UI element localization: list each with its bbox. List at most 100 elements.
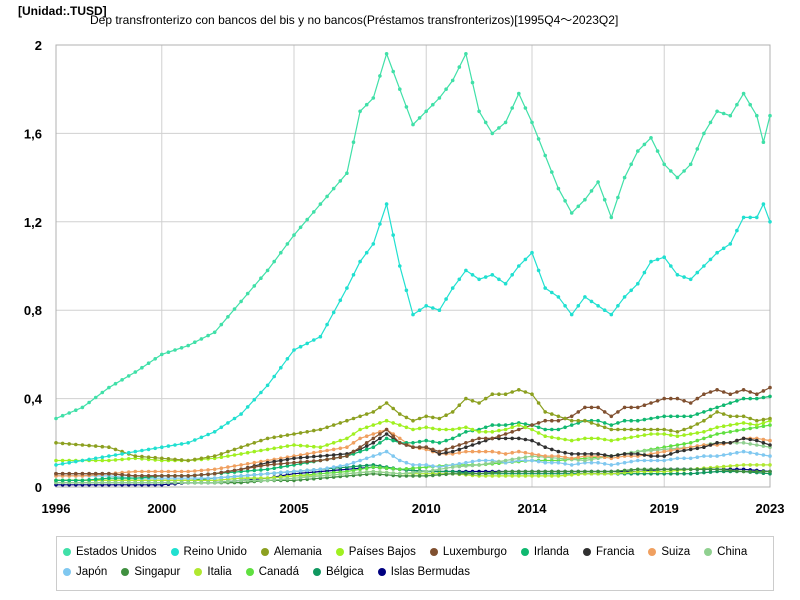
data-point-luxemburgo [331,456,336,461]
data-point-luxemburgo [126,473,131,478]
data-point-irlanda [768,394,772,399]
data-point-alemania [384,401,389,405]
data-point-alemania [437,416,442,421]
data-point-francia [384,432,389,436]
data-point-japon [239,474,243,478]
data-point-singapur [464,471,468,476]
data-point-reino-unido [450,286,455,290]
data-point-suiza [477,449,481,454]
data-point-francia [503,436,508,441]
data-point-reino-unido [166,444,171,448]
data-point-francia [735,438,739,443]
data-point-alemania [688,425,693,430]
legend-label: Canadá [258,566,299,578]
legend-item-japon: Japón [63,562,107,582]
data-point-estados-unidos [470,80,475,85]
data-point-luxemburgo [285,461,290,466]
data-point-italia [483,474,488,478]
data-point-suiza [550,454,554,458]
data-point-irlanda [609,423,614,427]
data-point-irlanda [80,478,85,483]
data-point-estados-unidos [437,96,442,100]
data-point-reino-unido [530,250,534,255]
data-point-reino-unido [589,299,594,304]
data-point-luxemburgo [728,392,733,397]
data-point-paises-bajos [728,423,733,427]
data-point-alemania [728,414,733,419]
data-point-luxemburgo [649,401,653,405]
data-point-irlanda [490,423,495,427]
data-point-alemania [530,392,534,397]
data-point-reino-unido [536,268,541,273]
data-point-irlanda [662,414,666,419]
data-point-singapur [675,467,680,472]
data-point-alemania [464,396,468,401]
data-point-alemania [470,399,475,403]
data-point-paises-bajos [589,436,594,441]
data-point-irlanda [602,421,607,425]
data-point-suiza [186,469,190,474]
data-point-irlanda [669,414,673,419]
data-point-reino-unido [741,215,746,220]
data-point-italia [741,463,746,467]
data-point-irlanda [120,476,124,481]
data-point-estados-unidos [411,122,415,127]
data-point-paises-bajos [517,423,521,427]
data-point-estados-unidos [523,106,528,110]
data-point-alemania [265,436,270,441]
data-point-alemania [80,443,85,447]
data-point-luxemburgo [556,418,561,423]
data-point-china [305,475,310,479]
data-point-japon [596,460,600,465]
data-point-alemania [245,443,250,447]
data-point-singapur [503,469,508,474]
data-point-singapur [609,469,614,474]
data-point-luxemburgo [206,472,210,477]
data-point-italia [735,463,739,468]
data-point-paises-bajos [259,448,263,453]
data-point-china [351,471,356,476]
data-point-estados-unidos [510,106,514,110]
data-point-suiza [662,449,666,454]
data-point-china [272,478,277,482]
data-point-francia [629,452,633,456]
data-point-alemania [444,413,448,418]
data-point-paises-bajos [662,432,666,436]
data-point-estados-unidos [450,78,455,83]
data-point-singapur [682,467,686,472]
data-point-paises-bajos [232,453,237,457]
data-point-paises-bajos [292,443,296,447]
data-point-japon [398,458,402,463]
data-point-japon [682,456,686,461]
data-point-reino-unido [695,270,700,275]
data-point-estados-unidos [457,65,462,69]
data-point-suiza [126,470,131,474]
data-point-reino-unido [199,435,204,440]
data-point-reino-unido [259,390,263,395]
data-point-irlanda [417,439,422,444]
data-point-luxemburgo [431,447,435,452]
data-point-irlanda [67,478,71,483]
data-point-irlanda [543,427,547,432]
data-point-estados-unidos [133,370,138,374]
data-point-estados-unidos [146,361,151,366]
data-point-luxemburgo [517,427,521,432]
data-point-irlanda [708,407,713,412]
data-point-japon [272,471,277,476]
data-point-irlanda [702,410,706,414]
data-point-japon [755,452,759,456]
data-point-paises-bajos [265,447,270,452]
data-point-reino-unido [602,308,607,313]
data-point-alemania [761,417,766,422]
data-point-estados-unidos [543,153,547,158]
data-point-italia [536,474,541,478]
data-point-alemania [285,433,290,437]
data-point-irlanda [285,464,290,468]
data-point-luxemburgo [67,471,71,476]
data-point-irlanda [252,468,257,473]
data-point-alemania [503,392,508,397]
data-point-suiza [153,469,157,474]
data-point-alemania [735,414,739,419]
data-point-japon [636,458,640,463]
data-point-paises-bajos [305,444,310,448]
